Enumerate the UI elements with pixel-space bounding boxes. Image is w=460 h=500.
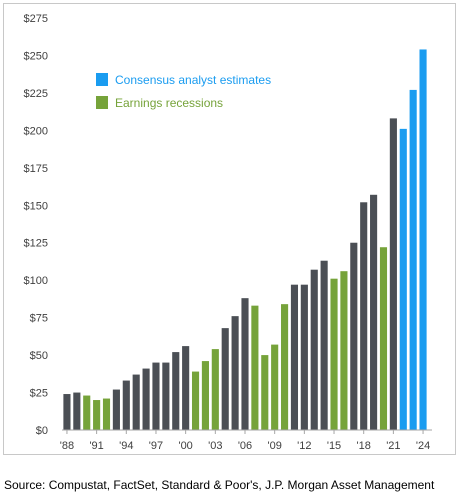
x-tick-label: '97	[149, 440, 163, 452]
x-tick-label: '94	[119, 440, 133, 452]
bar-2008	[261, 355, 269, 430]
y-tick-label: $275	[24, 13, 48, 25]
y-tick-label: $25	[30, 388, 48, 400]
legend-swatch	[96, 73, 108, 86]
bar-2023	[409, 89, 417, 430]
bar-1998	[162, 362, 170, 430]
bar-1999	[172, 352, 180, 430]
y-tick-label: $200	[24, 125, 48, 137]
x-tick-label: '15	[327, 440, 341, 452]
bar-1992	[102, 398, 111, 430]
source-note: Source: Compustat, FactSet, Standard & P…	[4, 478, 435, 492]
bar-2010	[281, 304, 289, 430]
bar-1996	[142, 368, 150, 430]
bar-2003	[211, 349, 219, 430]
bar-2016	[340, 271, 348, 430]
bar-2018	[360, 202, 368, 430]
bar-2015	[330, 278, 338, 430]
x-tick-label: '21	[386, 440, 400, 452]
bar-2000	[182, 346, 190, 430]
bar-2020	[379, 247, 388, 430]
bar-1990	[83, 395, 91, 430]
x-tick-label: '09	[268, 440, 282, 452]
bar-2009	[271, 344, 279, 430]
y-tick-label: $150	[24, 200, 48, 212]
legend: Consensus analyst estimates Earnings rece…	[96, 73, 271, 110]
bar-2006	[241, 298, 249, 430]
bar-2005	[231, 316, 239, 430]
bar-2022	[399, 128, 407, 430]
bar-chart: $0 $25 $50 $75 $100 $125 $150 $175 $200 $225 $250 $…	[24, 13, 432, 452]
y-tick-label: $125	[24, 238, 48, 250]
bar-2014	[320, 260, 328, 430]
x-tick-label: '03	[208, 440, 222, 452]
x-tick-label: '88	[60, 440, 74, 452]
bar-1997	[152, 362, 160, 430]
bar-2017	[350, 242, 358, 430]
y-tick-label: $225	[24, 88, 48, 100]
x-tick-label: '18	[357, 440, 371, 452]
bar-2013	[310, 269, 318, 430]
x-tick-label: '91	[89, 440, 103, 452]
x-tick-label: '12	[297, 440, 311, 452]
y-tick-label: $250	[24, 50, 48, 62]
y-tick-label: $175	[24, 163, 48, 175]
y-axis-ticks: $0 $25 $50 $75 $100 $125 $150 $175 $200 $225 $250 $…	[24, 13, 48, 437]
bar-2024	[419, 49, 427, 431]
x-tick-label: '00	[178, 440, 192, 452]
bar-2001	[191, 371, 200, 430]
bars	[63, 49, 427, 431]
bar-1993	[112, 389, 120, 430]
bar-2002	[201, 361, 209, 430]
bar-1991	[93, 400, 101, 430]
legend-swatch	[96, 96, 108, 109]
x-axis-ticks: '88 '91 '94 '97 '00 '03 '06 '09 '12 '15 '18 '21 '24	[60, 430, 430, 452]
bar-2012	[300, 284, 308, 430]
y-tick-label: $75	[30, 313, 48, 325]
x-tick-label: '06	[238, 440, 252, 452]
legend-label: Consensus analyst estimates	[115, 73, 271, 87]
bar-2011	[290, 284, 299, 430]
y-tick-label: $0	[36, 425, 48, 437]
bar-1989	[73, 392, 81, 430]
legend-label: Earnings recessions	[115, 96, 223, 110]
bar-2021	[389, 118, 397, 430]
bar-2007	[251, 305, 259, 430]
bar-1988	[63, 394, 71, 430]
bar-2004	[221, 328, 229, 430]
y-tick-label: $50	[30, 350, 48, 362]
bar-2019	[370, 194, 378, 430]
y-tick-label: $100	[24, 275, 48, 287]
bar-1994	[122, 380, 130, 430]
bar-1995	[132, 374, 140, 430]
x-tick-label: '24	[416, 440, 430, 452]
